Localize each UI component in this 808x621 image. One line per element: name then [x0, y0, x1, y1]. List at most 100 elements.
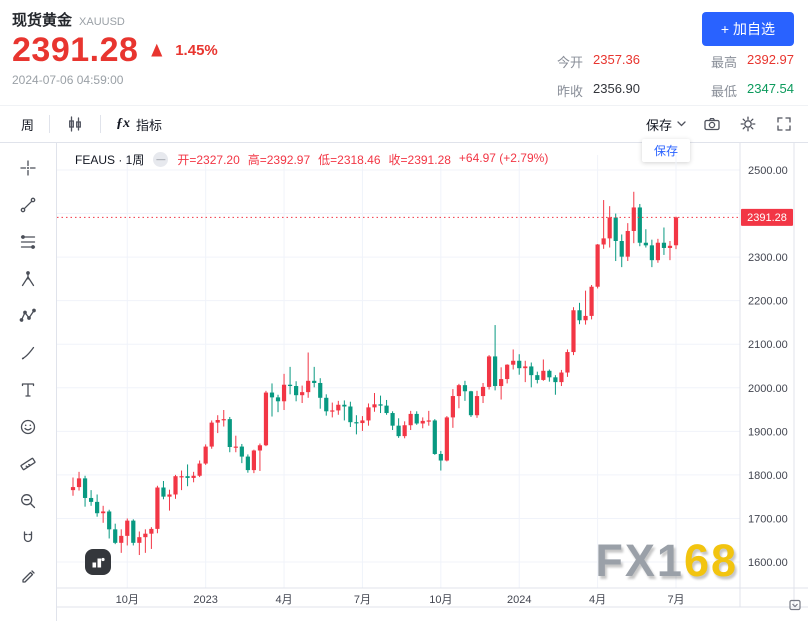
legend-ohlc-item: 高=2392.97 — [247, 153, 311, 167]
zoom-icon — [21, 494, 36, 509]
pane-icon — [789, 599, 801, 611]
legend-ohlc-item: 低=2318.46 — [318, 153, 381, 167]
chevron-down-icon — [677, 121, 686, 127]
candlestick-chart[interactable]: 2500.002400.002300.002200.002100.002000.… — [57, 143, 808, 621]
brush-icon — [21, 346, 35, 360]
magnet-tool[interactable] — [11, 527, 45, 549]
trend-line-icon — [20, 197, 36, 213]
fib-retracement-tool[interactable] — [11, 231, 45, 253]
chart-toolbar: 周 ƒx 指标 保存 保存 — [0, 105, 808, 162]
svg-text:4月: 4月 — [275, 594, 292, 606]
text-tool[interactable] — [11, 379, 45, 401]
pattern-icon — [19, 308, 36, 322]
pattern-tool[interactable] — [11, 305, 45, 327]
quote-stats: 今开 2357.36 最高 2392.97 昨收 2356.90 最低 2347.54 — [530, 52, 794, 100]
stat-value: 2347.54 — [747, 81, 794, 96]
svg-text:2000.00: 2000.00 — [748, 383, 788, 395]
save-label: 保存 — [645, 117, 672, 133]
tradingview-logo[interactable] — [85, 549, 111, 575]
svg-text:10月: 10月 — [116, 594, 139, 606]
svg-text:1600.00: 1600.00 — [748, 557, 788, 569]
trend-line-tool[interactable] — [11, 194, 45, 216]
stat-open: 今开 2357.36 — [530, 52, 640, 71]
stat-value: 2357.36 — [593, 52, 640, 67]
pitchfork-tool[interactable] — [11, 268, 45, 290]
pitchfork-icon — [21, 271, 35, 287]
svg-text:2500.00: 2500.00 — [748, 165, 788, 177]
svg-text:4月: 4月 — [589, 594, 606, 606]
stat-label: 最高 — [710, 55, 737, 70]
save-menu-item[interactable]: 保存 — [641, 138, 690, 162]
svg-text:7月: 7月 — [667, 594, 684, 606]
stat-value: 2392.97 — [747, 52, 794, 67]
svg-text:2024: 2024 — [507, 594, 531, 606]
emoji-icon — [20, 419, 36, 435]
toolbar-right-group: 保存 保存 — [641, 114, 796, 162]
gear-icon — [740, 116, 756, 132]
settings-button[interactable] — [738, 114, 758, 134]
legend-ohlc-item: 开=2327.20 — [177, 153, 240, 167]
camera-icon — [704, 117, 720, 131]
tradingview-logo-glyph — [92, 557, 105, 568]
indicators-button[interactable]: ƒx 指标 — [107, 111, 171, 138]
text-icon — [21, 383, 35, 397]
last-price: 2391.28 — [12, 31, 139, 69]
stat-label: 今开 — [556, 55, 583, 70]
instrument-symbol: XAUUSD — [79, 16, 125, 28]
fx168-watermark: FX168 — [595, 535, 738, 587]
price-up-arrow-icon: ▲ — [147, 37, 167, 62]
stat-low: 最低 2347.54 — [684, 81, 794, 100]
fib-retracement-icon — [20, 235, 36, 249]
toolbar-left-group: 周 ƒx 指标 — [12, 110, 171, 138]
brush-tool[interactable] — [11, 342, 45, 364]
svg-text:2200.00: 2200.00 — [748, 296, 788, 308]
legend-collapse-button[interactable]: — — [153, 152, 169, 167]
svg-text:2023: 2023 — [193, 594, 217, 606]
title-row: 现货黄金 XAUUSD — [12, 9, 796, 30]
svg-text:7月: 7月 — [354, 594, 371, 606]
emoji-tool[interactable] — [11, 416, 45, 438]
svg-text:2391.28: 2391.28 — [747, 212, 787, 224]
add-watchlist-button[interactable]: + 加自选 — [701, 12, 794, 46]
chart-area: 2500.002400.002300.002200.002100.002000.… — [57, 143, 808, 621]
interval-label: 周 — [21, 117, 35, 133]
measure-icon — [20, 457, 36, 471]
zoom-tool[interactable] — [11, 490, 45, 512]
candlestick-icon — [69, 116, 81, 132]
watermark-gray-text: FX1 — [595, 535, 684, 586]
indicators-label: 指标 — [136, 117, 163, 133]
legend-symbol: FEAUS · 1周 — [75, 153, 145, 167]
stat-value: 2356.90 — [593, 81, 640, 96]
edit-tool[interactable] — [11, 564, 45, 586]
time-axis[interactable]: 10月 2023 4月 7月 10月 2024 4月 7月 — [116, 594, 685, 606]
magnet-icon — [23, 531, 33, 543]
crosshair-icon — [20, 160, 36, 176]
svg-text:1800.00: 1800.00 — [748, 470, 788, 482]
chart-style-button[interactable] — [56, 110, 94, 138]
interval-button[interactable]: 周 — [12, 111, 43, 138]
toolbar-separator — [49, 115, 51, 133]
save-button[interactable]: 保存 保存 — [641, 115, 690, 162]
price-row: 2391.28 ▲ 1.45% — [12, 31, 796, 70]
candles — [70, 191, 679, 556]
stat-high: 最高 2392.97 — [684, 52, 794, 71]
svg-text:1700.00: 1700.00 — [748, 513, 788, 525]
stat-label: 最低 — [710, 84, 737, 99]
legend-ohlc: 开=2327.20 高=2392.97 低=2318.46 收=2391.28 +64.… — [177, 151, 548, 168]
crosshair-tool[interactable] — [11, 157, 45, 179]
toolbar-separator — [100, 115, 102, 133]
legend-ohlc-item: 收=2391.28 — [388, 153, 451, 167]
legend-ohlc-item: +64.97 (+2.79%) — [458, 151, 549, 165]
fullscreen-button[interactable] — [774, 114, 794, 134]
quote-timestamp: 2024-07-06 04:59:00 — [12, 73, 124, 87]
drawing-toolbar — [0, 143, 57, 621]
stat-label: 昨收 — [556, 84, 583, 99]
snapshot-button[interactable] — [702, 114, 722, 134]
quote-header: 现货黄金 XAUUSD 2391.28 ▲ 1.45% 2024-07-06 0… — [0, 0, 808, 105]
measure-tool[interactable] — [11, 453, 45, 475]
svg-text:10月: 10月 — [429, 594, 452, 606]
svg-text:1900.00: 1900.00 — [748, 426, 788, 438]
pane-button[interactable] — [788, 598, 802, 612]
instrument-title: 现货黄金 — [12, 12, 73, 29]
